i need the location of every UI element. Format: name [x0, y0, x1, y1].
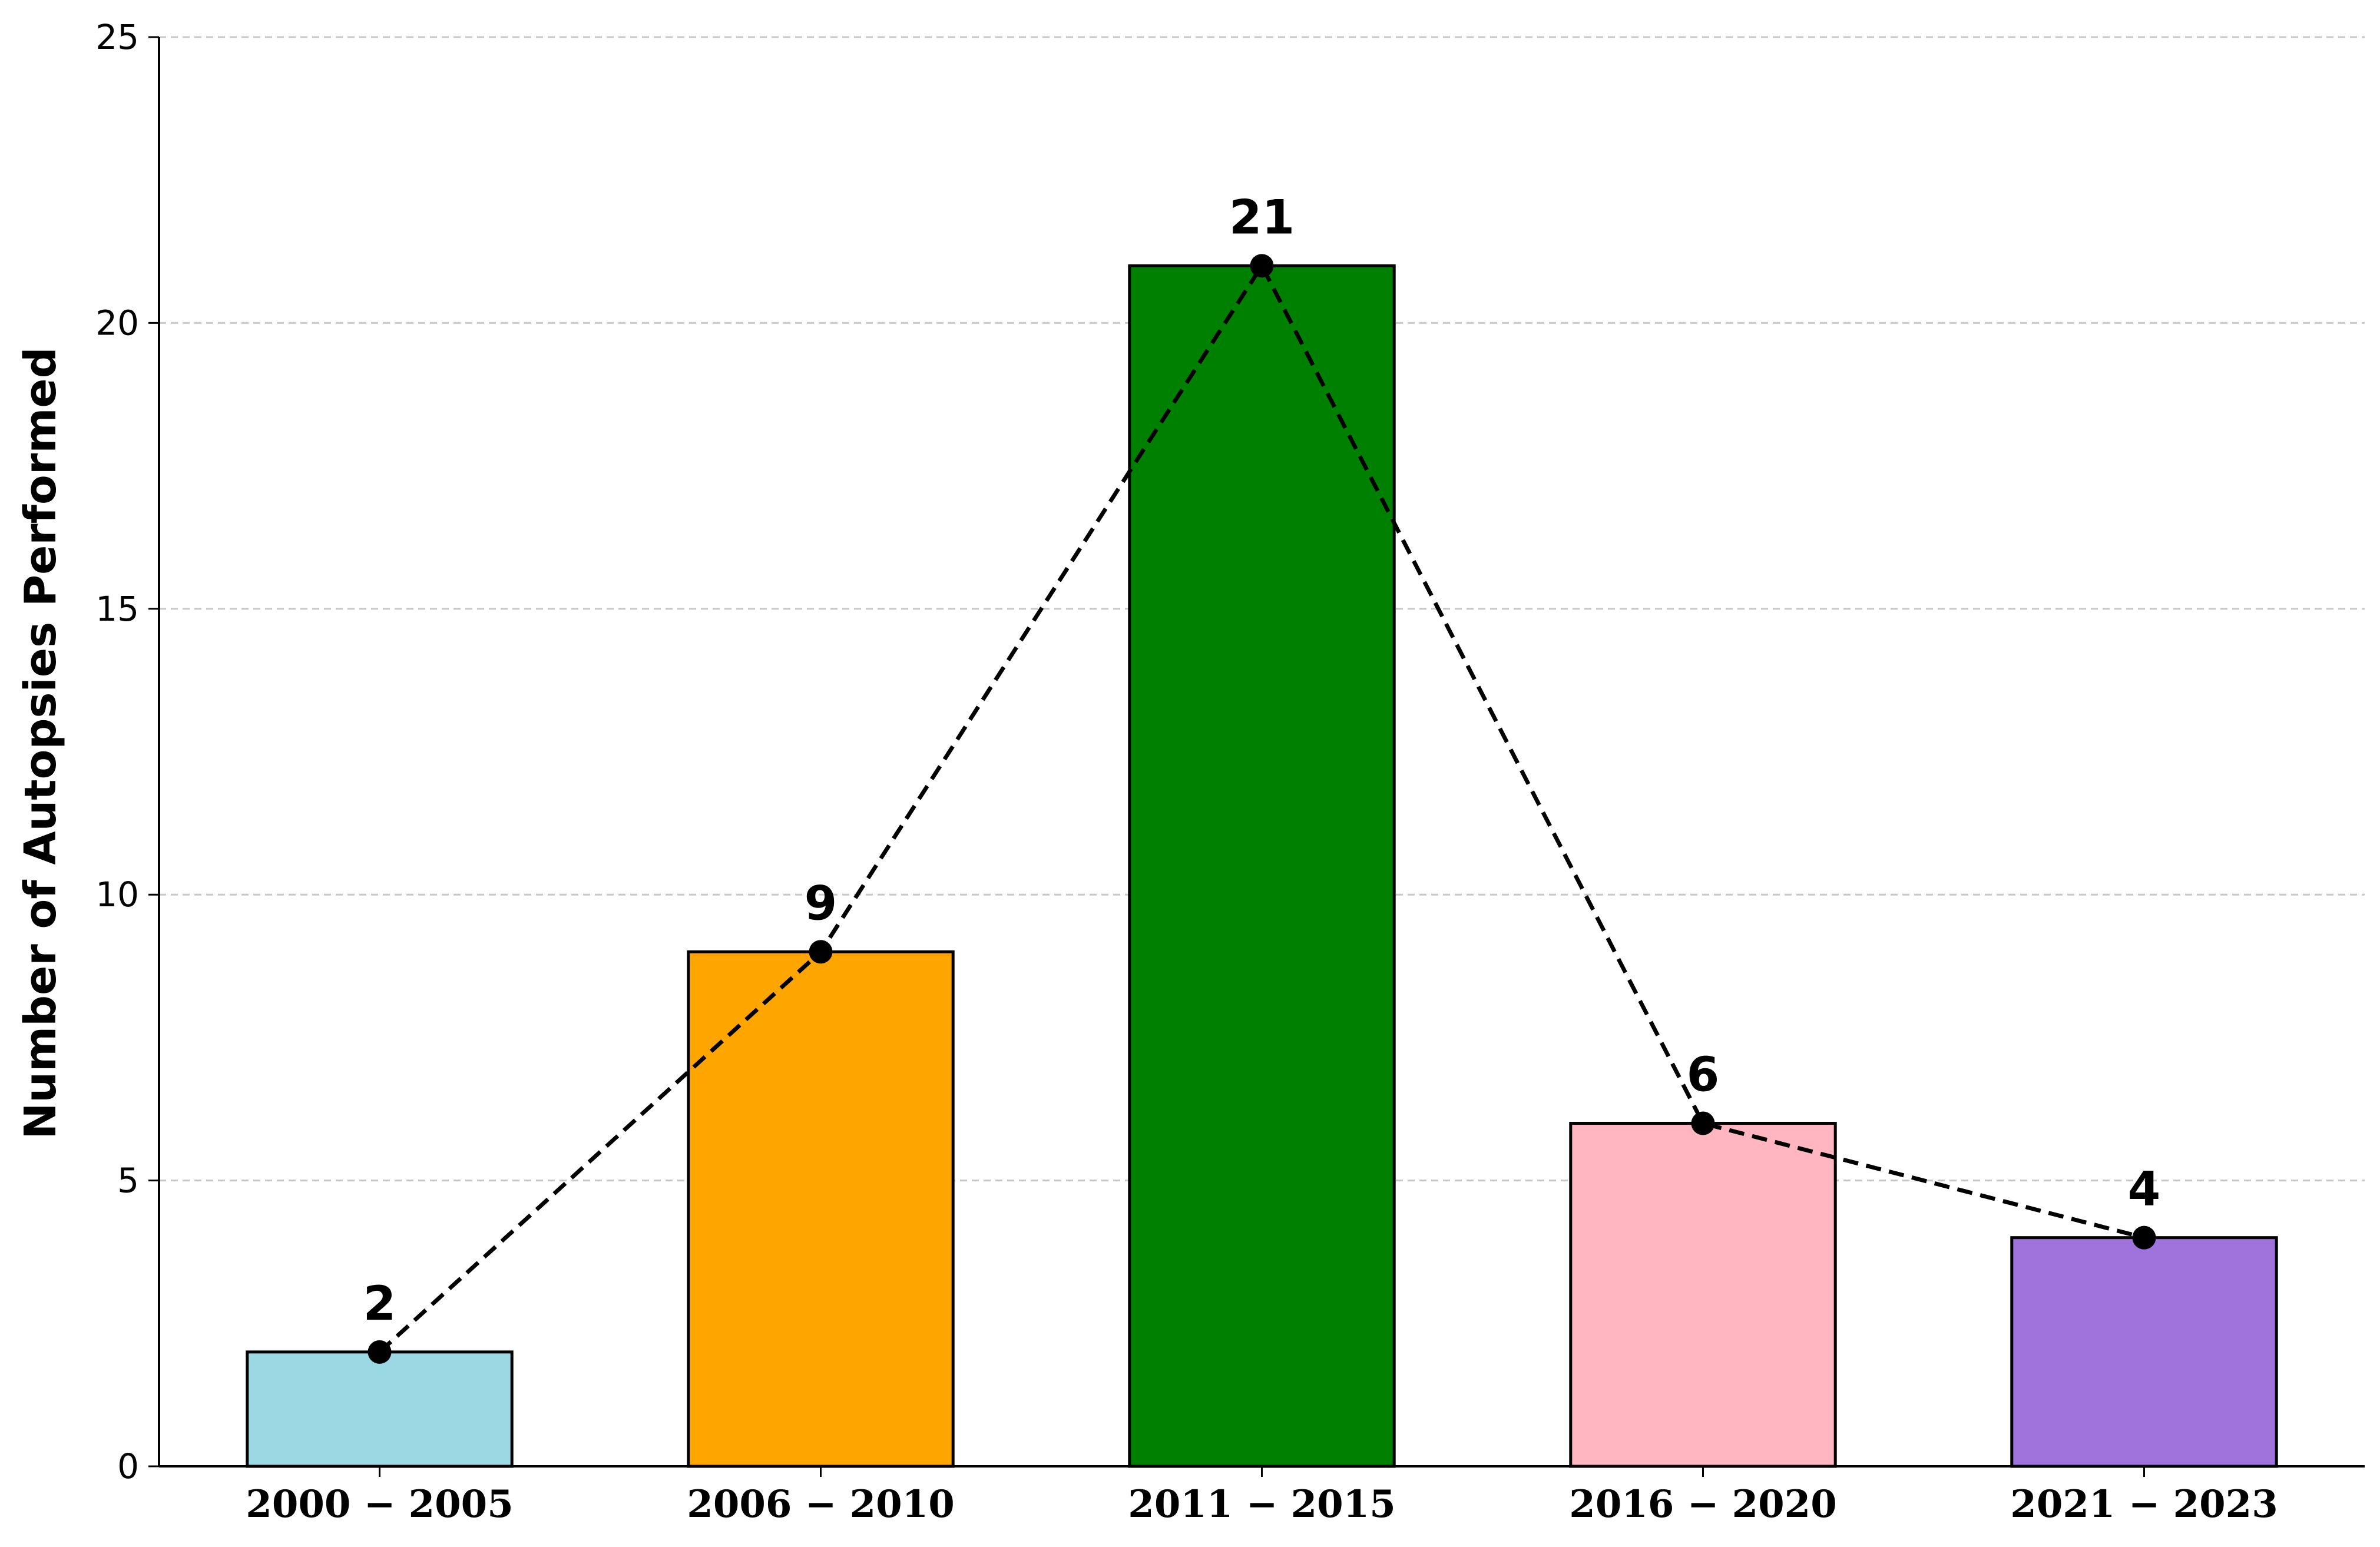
- axes: 0 5 10 15 20 25 2000 − 2005 2006 − 2010 2011 − 2…: [95, 17, 2365, 1526]
- data-label: 2: [363, 1276, 396, 1331]
- bar: [1569, 1122, 1837, 1468]
- bar: [246, 1350, 514, 1468]
- trend-line-marker: [2132, 1225, 2156, 1250]
- y-tick-label: 15: [95, 589, 139, 629]
- data-label: 21: [1229, 190, 1295, 244]
- y-tick-label: 5: [117, 1161, 139, 1201]
- trend-line: [368, 254, 2156, 1364]
- y-tick-label: 0: [117, 1446, 139, 1486]
- data-label: 4: [2128, 1162, 2161, 1217]
- y-tick-label: 20: [95, 303, 139, 343]
- x-tick-label: 2021 − 2023: [2010, 1482, 2278, 1526]
- gridlines: [159, 36, 2365, 1182]
- data-label: 6: [1687, 1048, 1720, 1102]
- x-tick-label: 2006 − 2010: [687, 1482, 954, 1526]
- bars: [246, 264, 2278, 1468]
- x-tick-label: 2000 − 2005: [246, 1482, 513, 1526]
- bar: [687, 950, 955, 1468]
- trend-line-marker: [1250, 254, 1274, 278]
- bar: [1128, 264, 1396, 1468]
- data-label: 9: [805, 876, 838, 930]
- trend-line-marker: [809, 940, 833, 964]
- trend-line-marker: [368, 1340, 392, 1364]
- trend-line-path: [378, 261, 2145, 1354]
- y-tick-label: 25: [95, 17, 139, 57]
- y-axis-label: Number of Autopsies Performed: [15, 347, 66, 1139]
- x-tick-label: 2011 − 2015: [1128, 1482, 1395, 1526]
- trend-line-marker: [1691, 1111, 1715, 1135]
- data-labels: 2 9 21 6 4: [363, 190, 2161, 1331]
- x-tick-label: 2016 − 2020: [1569, 1482, 1836, 1526]
- bar: [2010, 1236, 2278, 1468]
- y-tick-label: 10: [95, 874, 139, 915]
